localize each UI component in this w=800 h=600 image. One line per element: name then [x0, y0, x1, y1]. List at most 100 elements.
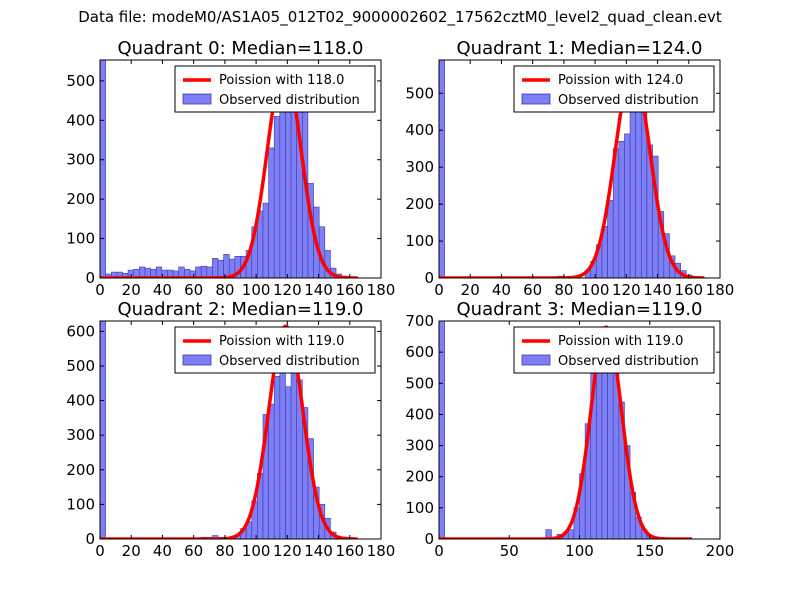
- histogram-bar: [285, 100, 292, 278]
- histogram-bar: [279, 108, 286, 278]
- x-tick-label: 180: [367, 542, 396, 560]
- histogram-bar: [268, 147, 275, 278]
- histogram-bar: [624, 133, 631, 278]
- x-tick-label: 0: [95, 542, 105, 560]
- y-tick-label: 0: [424, 530, 434, 548]
- x-tick-label: 120: [273, 281, 302, 299]
- plot-area: [439, 321, 693, 539]
- axes-frame: [99, 320, 382, 540]
- chart-title: Quadrant 1: Median=124.0: [457, 38, 703, 59]
- x-tick-label: 100: [242, 542, 271, 560]
- x-tick-label: 40: [153, 542, 172, 560]
- histogram-bar: [607, 200, 614, 278]
- x-tick-label: 40: [153, 281, 172, 299]
- figure-suptitle: Data file: modeM0/AS1A05_012T02_90000026…: [78, 8, 722, 26]
- legend-bar-swatch: [521, 354, 551, 366]
- histogram-bar: [612, 370, 620, 539]
- x-tick-label: 120: [612, 281, 641, 299]
- histogram-bar: [629, 100, 637, 278]
- y-tick-label: 100: [66, 495, 95, 513]
- x-tick-label: 0: [434, 542, 444, 560]
- histogram-bar: [607, 354, 614, 539]
- legend-bar-swatch: [182, 354, 212, 366]
- x-tick-label: 80: [215, 281, 234, 299]
- x-tick-label: 0: [95, 281, 105, 299]
- x-tick-label: 100: [581, 281, 610, 299]
- histogram-bar: [262, 202, 269, 278]
- x-tick-label: 20: [122, 281, 141, 299]
- y-tick-label: 400: [405, 405, 434, 423]
- y-tick-label: 300: [405, 158, 434, 176]
- x-tick-label: 140: [643, 281, 672, 299]
- y-tick-label: 400: [66, 392, 95, 410]
- y-tick-label: 600: [66, 322, 95, 340]
- poisson-curve: [100, 324, 359, 539]
- y-tick-label: 200: [405, 195, 434, 213]
- x-tick-label: 160: [674, 281, 703, 299]
- x-tick-label: 100: [565, 542, 594, 560]
- legend-bar-swatch: [521, 93, 551, 105]
- axes-frame: [438, 59, 721, 279]
- histogram-bar: [279, 369, 286, 539]
- histogram-bar: [100, 321, 106, 539]
- y-tick-label: 300: [66, 151, 95, 169]
- y-tick-label: 700: [405, 312, 434, 330]
- x-tick-label: 80: [554, 281, 573, 299]
- x-tick-label: 0: [434, 281, 444, 299]
- quadrant-0-chart: 0 20 40 60 80 100 120 140 160 1800100200300400500…: [66, 38, 395, 299]
- quadrant-2-chart: 0 20 40 60 80 100 120 140 160 1800100200300400500…: [66, 299, 395, 560]
- y-tick-label: 300: [66, 426, 95, 444]
- y-tick-label: 0: [424, 269, 434, 287]
- legend: Poission with 119.0 Observed distribution: [174, 326, 376, 374]
- x-tick-label: 80: [215, 542, 234, 560]
- histogram-bar: [100, 60, 106, 278]
- x-tick-label: 140: [304, 281, 333, 299]
- x-tick-label: 180: [367, 281, 396, 299]
- chart-title: Quadrant 0: Median=118.0: [118, 38, 364, 59]
- x-tick-label: 60: [184, 542, 203, 560]
- y-tick-label: 100: [405, 499, 434, 517]
- x-tick-label: 150: [635, 542, 664, 560]
- histogram-bar: [567, 529, 575, 539]
- legend: Poission with 124.0 Observed distribution: [513, 65, 715, 113]
- legend-bar-swatch: [182, 93, 212, 105]
- chart-title: Quadrant 2: Median=119.0: [118, 299, 364, 320]
- poisson-curve: [100, 65, 359, 278]
- y-tick-label: 400: [66, 111, 95, 129]
- y-tick-label: 200: [66, 461, 95, 479]
- y-tick-label: 0: [85, 530, 95, 548]
- plot-area: [100, 321, 359, 539]
- x-tick-label: 160: [335, 281, 364, 299]
- x-tick-label: 200: [706, 542, 735, 560]
- y-tick-label: 500: [66, 72, 95, 90]
- x-tick-label: 20: [122, 542, 141, 560]
- histogram-bar: [268, 403, 275, 539]
- y-tick-label: 400: [405, 121, 434, 139]
- y-tick-label: 300: [405, 437, 434, 455]
- quadrant-1-chart: 0 20 40 60 80 100 120 140 160 1800100200300400500…: [405, 38, 734, 299]
- x-tick-label: 120: [273, 542, 302, 560]
- y-tick-label: 200: [66, 190, 95, 208]
- plot-area: [100, 60, 359, 278]
- x-tick-label: 60: [523, 281, 542, 299]
- histogram-bar: [212, 257, 219, 278]
- y-tick-label: 500: [405, 374, 434, 392]
- histogram-bar: [273, 376, 281, 539]
- histogram-bar: [596, 351, 603, 539]
- histogram-bar: [439, 60, 445, 278]
- legend-entry-observed: Observed distribution: [219, 93, 360, 108]
- legend-entry-poisson: Poission with 124.0: [558, 73, 683, 88]
- x-tick-label: 160: [335, 542, 364, 560]
- x-tick-label: 60: [184, 281, 203, 299]
- histogram-bar: [545, 529, 552, 539]
- y-tick-label: 100: [66, 230, 95, 248]
- y-tick-label: 600: [405, 343, 434, 361]
- x-tick-label: 100: [242, 281, 271, 299]
- legend-entry-poisson: Poission with 119.0: [558, 334, 683, 349]
- histogram-bar: [217, 259, 224, 278]
- legend-entry-observed: Observed distribution: [219, 354, 360, 369]
- histogram-bar: [200, 265, 208, 278]
- histogram-bar: [290, 358, 297, 539]
- y-tick-label: 0: [85, 269, 95, 287]
- x-tick-label: 180: [706, 281, 735, 299]
